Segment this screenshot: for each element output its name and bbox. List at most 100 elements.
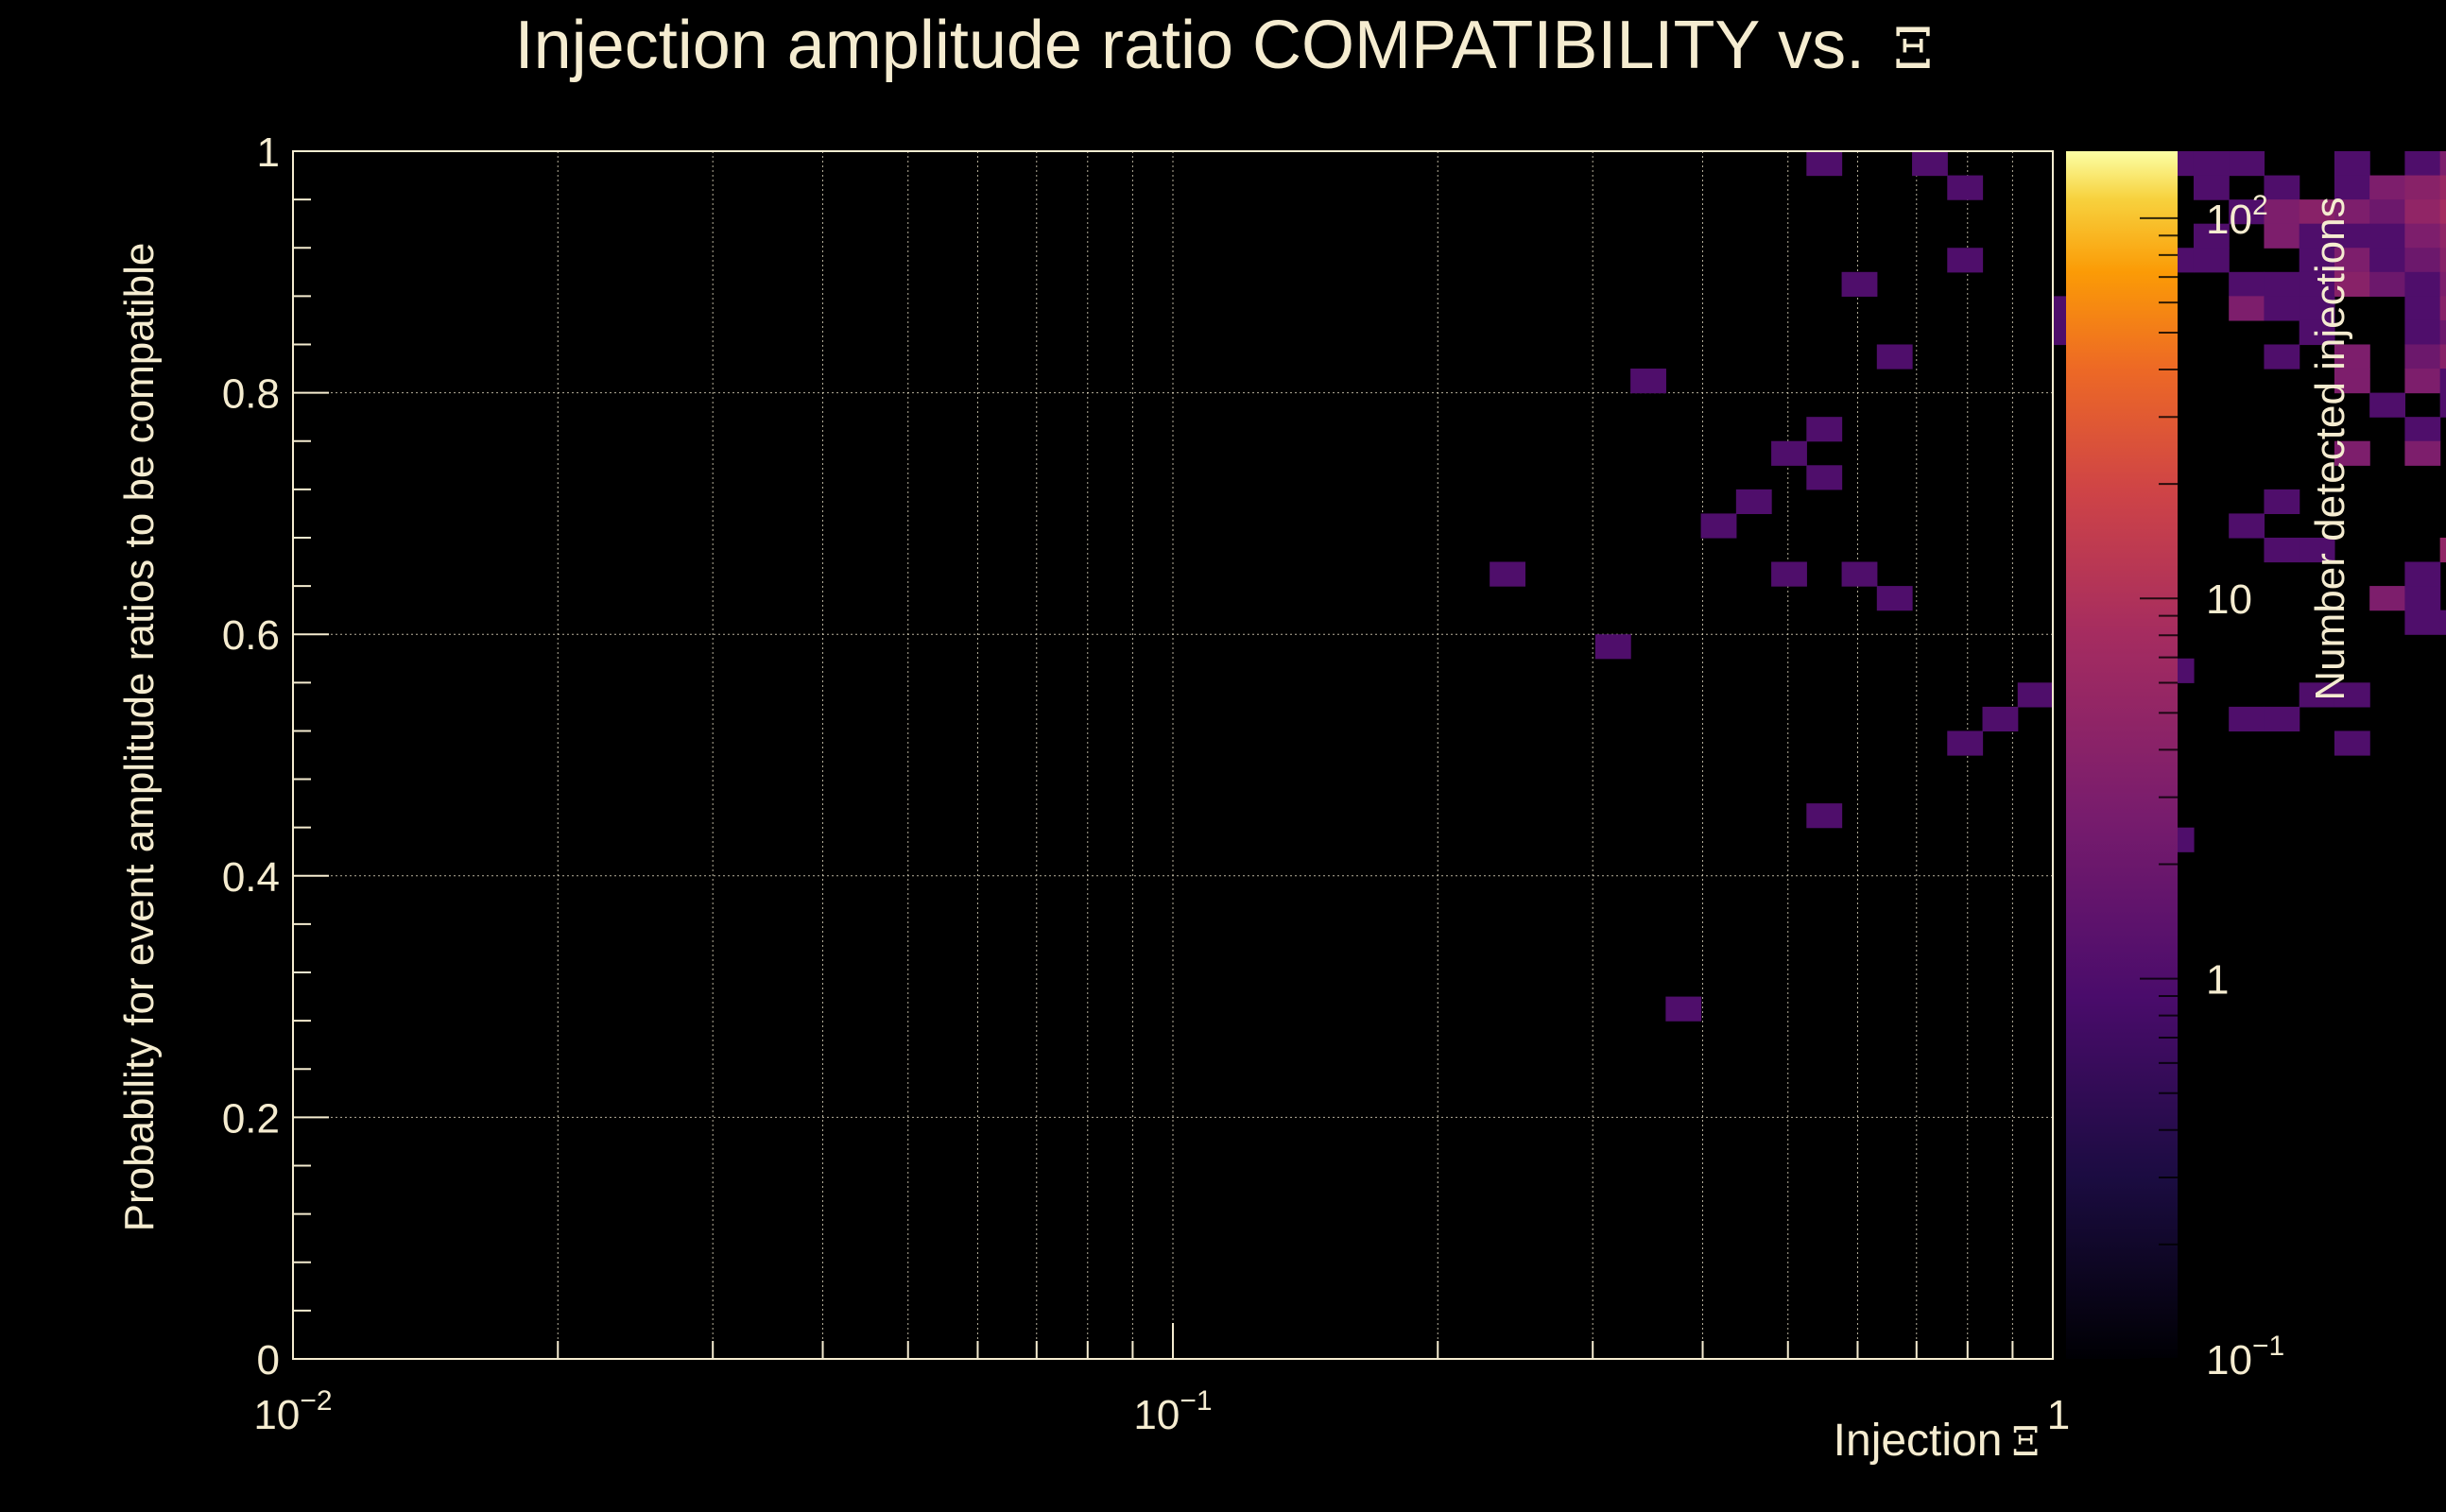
y-tick-label: 0.8 bbox=[222, 371, 280, 418]
heatmap-cell bbox=[2229, 151, 2265, 177]
heatmap-cell bbox=[2439, 344, 2446, 369]
heatmap-cell bbox=[2404, 610, 2441, 635]
heatmap-cell bbox=[1665, 996, 1702, 1022]
heatmap-cell bbox=[2334, 440, 2370, 466]
heatmap-cell bbox=[2404, 199, 2441, 225]
heatmap-cell bbox=[2439, 151, 2446, 177]
heatmap-cell bbox=[2439, 537, 2446, 563]
heatmap-cell bbox=[1700, 513, 1737, 539]
heatmap-cell bbox=[1630, 369, 1666, 394]
heatmap-cell bbox=[2334, 271, 2370, 297]
heatmap-cell bbox=[1841, 561, 1878, 587]
heatmap-cell bbox=[2229, 271, 2265, 297]
heatmap-cell bbox=[2404, 223, 2441, 249]
heatmap-cell bbox=[1806, 417, 1843, 442]
heatmap-cell bbox=[2369, 271, 2405, 297]
heatmap-cell bbox=[2264, 296, 2300, 321]
heatmap-cell bbox=[1735, 489, 1772, 514]
heatmap-cell bbox=[2404, 440, 2441, 466]
heatmap-cell bbox=[2334, 175, 2370, 200]
x-axis-label-text: Injection bbox=[1834, 1416, 2003, 1466]
y-axis-label: Probability for event amplitude ratios t… bbox=[116, 243, 163, 1232]
heatmap-cell bbox=[2439, 369, 2446, 394]
heatmap-cell bbox=[2193, 248, 2230, 273]
heatmap-cell bbox=[1806, 465, 1843, 490]
heatmap-cell bbox=[2404, 586, 2441, 611]
heatmap-cell bbox=[2299, 296, 2335, 321]
heatmap-cell bbox=[2229, 296, 2265, 321]
heatmap-cell bbox=[2229, 199, 2265, 225]
heatmap-cell bbox=[2299, 537, 2335, 563]
y-tick-labels: 0 0.2 0.4 0.6 0.8 1 bbox=[222, 129, 280, 1383]
color-bar bbox=[2066, 151, 2178, 1359]
heatmap-cell bbox=[1876, 586, 1913, 611]
heatmap-cell bbox=[1982, 706, 2019, 732]
heatmap-cell bbox=[2017, 682, 2054, 708]
heatmap-cell bbox=[2439, 223, 2446, 249]
y-tick-label: 0.6 bbox=[222, 612, 280, 659]
heatmap-cell bbox=[2334, 344, 2370, 369]
chart-title-xi-symbol: Ξ bbox=[1893, 16, 1933, 82]
heatmap-cell bbox=[2264, 537, 2300, 563]
heatmap-cell bbox=[2334, 248, 2370, 273]
heatmap-cell bbox=[1947, 248, 1984, 273]
heatmap-cell bbox=[2369, 392, 2405, 418]
plot-frame bbox=[292, 150, 2054, 1360]
heatmap-cell bbox=[2404, 271, 2441, 297]
y-tick-label: 0.4 bbox=[222, 854, 280, 901]
x-tick-label: 10−1 bbox=[1133, 1385, 1212, 1438]
heatmap-cell bbox=[2404, 319, 2441, 346]
chart-title: Injection amplitude ratio COMPATIBILITY … bbox=[515, 8, 1934, 83]
heatmap-cell bbox=[2439, 271, 2446, 297]
chart-title-text: Injection amplitude ratio COMPATIBILITY … bbox=[515, 8, 1866, 83]
heatmap-cell bbox=[1806, 151, 1843, 177]
x-tick-label: 1 bbox=[2047, 1392, 2070, 1438]
x-tick-label: 10−2 bbox=[253, 1385, 332, 1438]
heatmap-cell bbox=[2439, 392, 2446, 418]
heatmap-cell bbox=[1947, 730, 1984, 756]
x-axis-label: Injection Ξ bbox=[1834, 1416, 2040, 1466]
heatmap-cell bbox=[2369, 199, 2405, 225]
y-tick-label: 0 bbox=[257, 1337, 280, 1383]
heatmap-cell bbox=[2439, 248, 2446, 273]
heatmap-cell bbox=[2334, 682, 2370, 708]
y-tick-label: 0.2 bbox=[222, 1095, 280, 1142]
color-bar-tick-label: 102 bbox=[2206, 190, 2268, 243]
heatmap-cell bbox=[1947, 175, 1984, 200]
heatmap-cell bbox=[2369, 248, 2405, 273]
heatmap-cell bbox=[2439, 296, 2446, 321]
heatmap-cell bbox=[1841, 271, 1878, 297]
heatmap-cell bbox=[2299, 223, 2335, 249]
heatmap-cell bbox=[2404, 151, 2441, 177]
x-tick-labels: 10−2 10−1 1 bbox=[253, 1385, 2070, 1438]
heatmap-cell bbox=[2404, 561, 2441, 587]
heatmap-cell bbox=[2439, 175, 2446, 200]
heatmap-cell bbox=[2193, 175, 2230, 200]
heatmap-cell bbox=[2299, 199, 2335, 225]
heatmap-cell bbox=[2264, 344, 2300, 369]
heatmap-cell bbox=[1771, 561, 1807, 587]
color-bar-tick-label: 1 bbox=[2206, 957, 2229, 1004]
heatmap-cell bbox=[1876, 344, 1913, 369]
heatmap-cell bbox=[2439, 199, 2446, 225]
color-bar-label: Number detected injections bbox=[2307, 197, 2353, 700]
heatmap-cell bbox=[2439, 610, 2446, 635]
heatmap-cell bbox=[2299, 248, 2335, 273]
heatmap-cell bbox=[2404, 369, 2441, 394]
heatmap-cell bbox=[2404, 417, 2441, 442]
heatmap-cell bbox=[2369, 223, 2405, 249]
heatmap-cell bbox=[2404, 248, 2441, 273]
color-bar-ticks: 10−1 1 10 102 bbox=[2140, 190, 2284, 1383]
heatmap-cell bbox=[1912, 151, 1948, 177]
heatmap-cell bbox=[2369, 175, 2405, 200]
heatmap-cell bbox=[2193, 223, 2230, 249]
heatmap-cell bbox=[2404, 344, 2441, 369]
heatmap-cell bbox=[2229, 706, 2265, 732]
color-bar-tick-label: 10−1 bbox=[2206, 1331, 2284, 1383]
heatmap-cell bbox=[1806, 803, 1843, 829]
heatmap-cell bbox=[2334, 730, 2370, 756]
heatmap-cell bbox=[2264, 271, 2300, 297]
heatmap-cell bbox=[2229, 513, 2265, 539]
heatmap-cell bbox=[2264, 199, 2300, 225]
heatmap-cell bbox=[2264, 223, 2300, 249]
